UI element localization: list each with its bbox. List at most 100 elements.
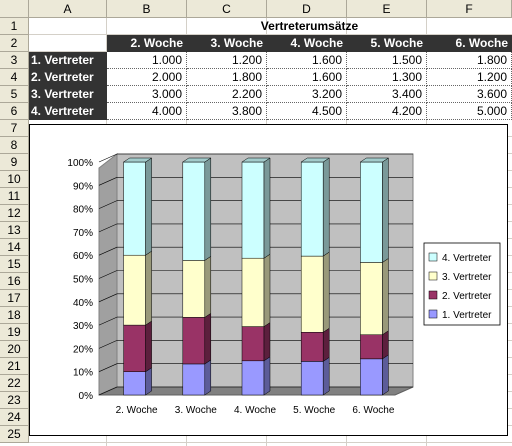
row-header-17[interactable]: 17: [0, 290, 29, 307]
value-cell[interactable]: 4.500: [267, 103, 347, 120]
value-cell[interactable]: 3.000: [107, 86, 187, 103]
gridline-side: [98, 177, 118, 186]
value-cell[interactable]: 2.200: [187, 86, 267, 103]
row-header-19[interactable]: 19: [0, 324, 29, 341]
y-tick-label: 30%: [73, 321, 93, 332]
sheet-title[interactable]: Vertreterumsätze: [260, 19, 359, 33]
bar-segment: [123, 371, 146, 396]
value-cell[interactable]: 1.500: [347, 52, 427, 69]
rep-label-cell[interactable]: 3. Vertreter: [29, 86, 107, 103]
row-header-16[interactable]: 16: [0, 273, 29, 290]
week-header-cell[interactable]: 6. Woche: [427, 35, 512, 52]
column-header-B[interactable]: B: [107, 0, 187, 18]
value-cell[interactable]: 1.200: [427, 69, 512, 86]
bar-top: [122, 157, 153, 163]
row-header-9[interactable]: 9: [0, 154, 29, 171]
gridline-side: [98, 340, 118, 349]
bar-segment: [182, 161, 206, 261]
value-cell[interactable]: 4.000: [107, 103, 187, 120]
week-header-cell[interactable]: 2. Woche: [107, 35, 187, 52]
legend-swatch: [428, 252, 438, 262]
bar-segment: [300, 161, 324, 257]
grid-line: [29, 442, 512, 443]
row-header-4[interactable]: 4: [0, 69, 29, 86]
bar-segment: [300, 255, 324, 333]
value-cell[interactable]: 1.600: [267, 52, 347, 69]
value-cell[interactable]: 3.600: [427, 86, 512, 103]
value-cell[interactable]: 1.000: [107, 52, 187, 69]
row-header-7[interactable]: 7: [0, 120, 29, 137]
bar-segment: [182, 260, 206, 318]
row-header-5[interactable]: 5: [0, 86, 29, 103]
bar-segment: [360, 161, 383, 263]
select-all-corner[interactable]: [0, 0, 29, 18]
bar-segment-side: [263, 157, 271, 259]
week-header-cell[interactable]: 5. Woche: [347, 35, 427, 52]
row-header-21[interactable]: 21: [0, 358, 29, 375]
column-header-F[interactable]: F: [427, 0, 512, 18]
bar-segment: [241, 161, 265, 259]
value-cell[interactable]: 3.400: [347, 86, 427, 103]
bar-segment-side: [263, 322, 271, 362]
value-cell[interactable]: 5.000: [427, 103, 512, 120]
row-header-2[interactable]: 2: [0, 35, 29, 52]
bar-segment-side: [322, 157, 330, 257]
gridline-side: [98, 153, 118, 163]
rep-label-cell[interactable]: 4. Vertreter: [29, 103, 107, 120]
row-header-11[interactable]: 11: [0, 188, 29, 205]
row-header-8[interactable]: 8: [0, 137, 29, 154]
row-header-24[interactable]: 24: [0, 409, 29, 426]
column-header-C[interactable]: C: [187, 0, 267, 18]
y-tick-label: 90%: [73, 181, 93, 192]
bar-segment-side: [204, 359, 212, 396]
row-header-23[interactable]: 23: [0, 392, 29, 409]
bar-segment: [241, 326, 265, 362]
gridline-side: [98, 316, 118, 326]
legend-swatch: [428, 309, 438, 319]
row-header-1[interactable]: 1: [0, 18, 29, 35]
row-header-22[interactable]: 22: [0, 375, 29, 392]
bar-top: [241, 157, 271, 163]
bar-top: [300, 157, 331, 163]
value-cell[interactable]: 1.200: [187, 52, 267, 69]
column-header-D[interactable]: D: [267, 0, 347, 18]
column-header-A[interactable]: A: [29, 0, 107, 18]
value-cell[interactable]: 4.200: [347, 103, 427, 120]
stacked-bar-chart[interactable]: 0% 10% 20% 30% 40% 50% 60% 70% 80% 90% 100% 2. Woch…: [30, 125, 507, 435]
bar-segment-side: [263, 253, 271, 328]
week-header-cell[interactable]: 4. Woche: [267, 35, 347, 52]
y-tick-label: 20%: [73, 344, 93, 355]
bar-segment: [123, 324, 146, 372]
bar-segment-side: [204, 255, 212, 318]
y-tick-label: 100%: [67, 158, 93, 169]
gridline-side: [98, 270, 118, 279]
value-cell[interactable]: 1.600: [267, 69, 347, 86]
value-cell[interactable]: 1.800: [427, 52, 512, 69]
bar-segment-side: [322, 251, 330, 333]
row-header-15[interactable]: 15: [0, 256, 29, 273]
row-header-20[interactable]: 20: [0, 341, 29, 358]
row-header-13[interactable]: 13: [0, 222, 29, 239]
column-header-E[interactable]: E: [347, 0, 427, 18]
rep-label-cell[interactable]: 1. Vertreter: [29, 52, 107, 69]
row-header-10[interactable]: 10: [0, 171, 29, 188]
chart-area[interactable]: 0% 10% 20% 30% 40% 50% 60% 70% 80% 90% 100% 2. Woch…: [29, 124, 508, 436]
rep-label-cell[interactable]: 2. Vertreter: [29, 69, 107, 86]
value-cell[interactable]: 3.200: [267, 86, 347, 103]
row-header-3[interactable]: 3: [0, 52, 29, 69]
value-cell[interactable]: 3.800: [187, 103, 267, 120]
bar-segment: [360, 334, 383, 360]
y-tick-label: 0%: [79, 391, 94, 402]
row-header-14[interactable]: 14: [0, 239, 29, 256]
row-header-6[interactable]: 6: [0, 103, 29, 120]
row-header-18[interactable]: 18: [0, 307, 29, 324]
value-cell[interactable]: 1.800: [187, 69, 267, 86]
value-cell[interactable]: 2.000: [107, 69, 187, 86]
legend-label: 2. Vertreter: [442, 291, 492, 302]
row-header-25[interactable]: 25: [0, 426, 29, 443]
value-cell[interactable]: 1.300: [347, 69, 427, 86]
y-tick-label: 10%: [73, 368, 93, 379]
week-header-cell[interactable]: 3. Woche: [187, 35, 267, 52]
row-header-12[interactable]: 12: [0, 205, 29, 222]
